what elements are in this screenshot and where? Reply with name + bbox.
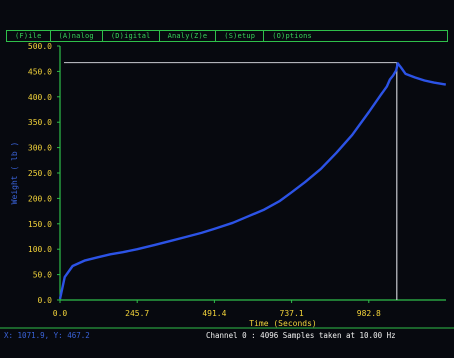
menu-file[interactable]: (F)ile — [7, 30, 51, 42]
y-tick-label: 100.0 — [28, 245, 52, 254]
y-tick-label: 450.0 — [28, 67, 52, 76]
y-tick-label: 150.0 — [28, 220, 52, 229]
x-tick-label: 982.8 — [357, 309, 381, 318]
y-tick-label: 250.0 — [28, 169, 52, 178]
y-axis-ticks: 0.0 50.0 100.0 150.0 200.0 250.0 300.0 350.0 400… — [28, 42, 60, 305]
y-tick-label: 200.0 — [28, 194, 52, 203]
menu-digital[interactable]: (D)igital — [103, 30, 160, 42]
x-tick-label: 491.4 — [202, 309, 226, 318]
y-tick-label: 300.0 — [28, 144, 52, 153]
menu-analog[interactable]: (A)nalog — [51, 30, 103, 42]
y-tick-label: 50.0 — [33, 271, 52, 280]
y-tick-label: 400.0 — [28, 93, 52, 102]
x-tick-label: 0.0 — [53, 309, 68, 318]
y-axis-label: Weight ( lb ) — [10, 142, 19, 205]
y-tick-label: 500.0 — [28, 42, 52, 51]
x-axis-ticks: 0.0 245.7 491.4 737.1 982.8 — [53, 300, 381, 318]
y-tick-label: 0.0 — [38, 296, 53, 305]
menu-analyze[interactable]: Analy(Z)e — [160, 30, 217, 42]
menu-bar: (F)ile (A)nalog (D)igital Analy(Z)e (S)e… — [6, 30, 448, 42]
y-tick-label: 350.0 — [28, 118, 52, 127]
x-tick-label: 245.7 — [125, 309, 149, 318]
menu-setup[interactable]: (S)etup — [216, 30, 265, 42]
cursor-coordinates: X: 1071.9, Y: 467.2 — [4, 331, 90, 340]
menu-options[interactable]: (O)ptions — [272, 32, 312, 40]
data-trace-line — [58, 62, 446, 300]
x-tick-label: 737.1 — [280, 309, 304, 318]
channel-status: Channel 0 : 4096 Samples taken at 10.00 … — [206, 331, 396, 340]
x-axis-label: Time (Seconds) — [249, 319, 316, 328]
